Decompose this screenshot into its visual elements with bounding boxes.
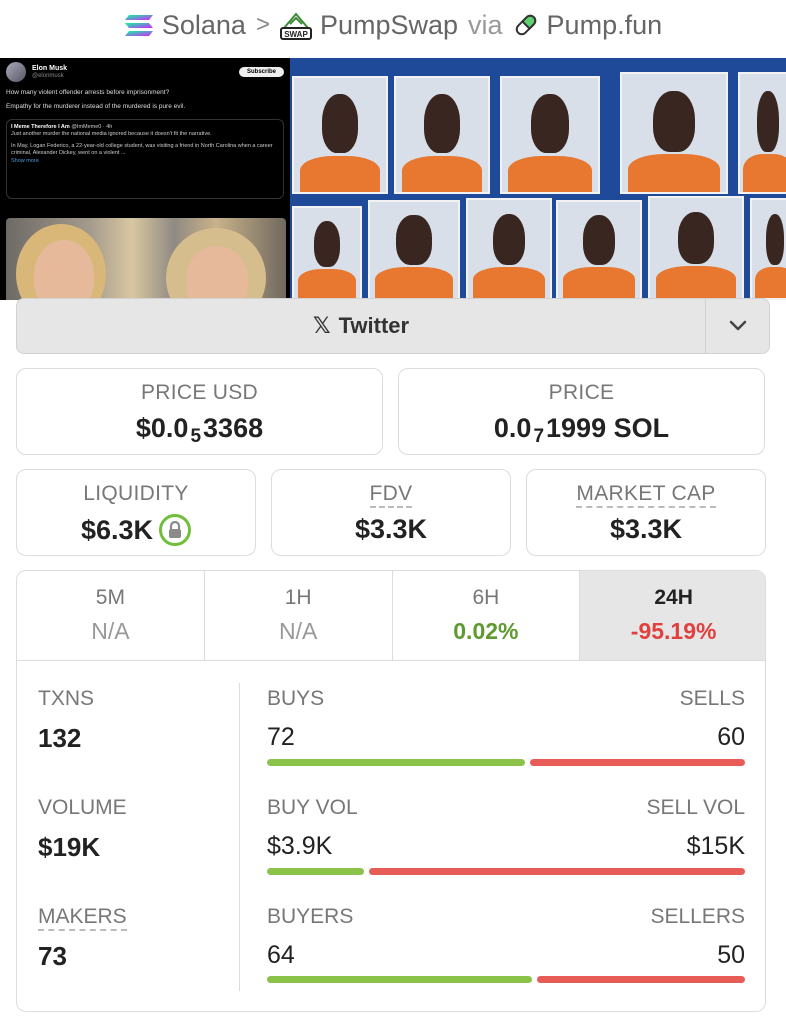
fdv-card: FDV $3.3K xyxy=(271,469,511,556)
breadcrumb: Solana > SWAP PumpSwap via Pump.fun xyxy=(0,0,786,50)
quoted-tweet: I Meme Therefore I Am @ImMeme0 · 4h Just… xyxy=(6,118,284,199)
price-usd-zero-count: 5 xyxy=(190,425,202,447)
price-sol-zero-count: 7 xyxy=(533,425,545,447)
sells-label: SELLS xyxy=(679,687,745,710)
sells-value: 60 xyxy=(717,723,745,751)
avatar xyxy=(6,62,26,82)
tab-change: 0.02% xyxy=(453,618,519,644)
tab-1h[interactable]: 1H N/A xyxy=(205,571,393,660)
twitter-label: Twitter xyxy=(338,313,410,338)
buyers-label: BUYERS xyxy=(267,905,354,928)
price-usd-label: PRICE USD xyxy=(140,381,259,404)
photo-two-women xyxy=(6,218,286,300)
buy-vol-value: $3.9K xyxy=(267,832,333,860)
liquidity-value: $6.3K xyxy=(80,514,154,545)
tweet-author: Elon Musk xyxy=(32,65,68,73)
sell-vol-bar xyxy=(369,868,745,875)
price-sol-prefix: 0.0 xyxy=(493,413,532,443)
subscribe-badge: Subscribe xyxy=(238,67,284,77)
buy-vol-bar xyxy=(267,868,364,875)
sellers-bar xyxy=(537,976,745,983)
tab-change: -95.19% xyxy=(630,618,717,644)
expand-links-button[interactable] xyxy=(705,299,769,353)
market-cap-value: $3.3K xyxy=(609,514,683,544)
liquidity-card: LIQUIDITY $6.3K xyxy=(16,469,256,556)
market-cap-label[interactable]: MARKET CAP xyxy=(576,482,716,508)
quote-author: I Meme Therefore I Am xyxy=(11,123,70,130)
social-links-bar: 𝕏 Twitter xyxy=(16,298,770,354)
tab-label: 5M xyxy=(95,586,125,609)
crumb-launchpad[interactable]: Pump.fun xyxy=(513,9,663,41)
makers-value: 73 xyxy=(38,941,67,971)
breadcrumb-separator: > xyxy=(255,11,270,38)
price-sol-value: 0.0 7 1999 SOL xyxy=(399,413,764,447)
txns-label: TXNS xyxy=(38,687,95,710)
price-sol-label: PRICE xyxy=(548,381,615,404)
buys-value: 72 xyxy=(267,723,295,751)
sells-bar xyxy=(530,759,745,766)
tab-label: 6H xyxy=(472,586,500,609)
sell-vol-value: $15K xyxy=(686,832,745,860)
launchpad-name: Pump.fun xyxy=(546,9,663,40)
volume-value: $19K xyxy=(38,832,101,862)
pumpswap-logo-icon: SWAP xyxy=(279,12,312,40)
price-sol-digits: 1999 SOL xyxy=(546,413,670,443)
tweet-line-1: How many violent offender arrests before… xyxy=(6,89,170,96)
liquidity-value-row: $6.3K xyxy=(17,514,255,546)
svg-text:SWAP: SWAP xyxy=(284,30,308,39)
price-usd-digits: 3368 xyxy=(203,413,264,443)
tweet-handle: @elonmusk xyxy=(32,72,64,79)
price-usd-value: $0.0 5 3368 xyxy=(17,413,382,447)
sell-vol-label: SELL VOL xyxy=(646,796,745,819)
tweet-header: Elon Musk @elonmusk Subscribe xyxy=(0,58,290,86)
buyers-bar xyxy=(267,976,532,983)
buy-vol-label: BUY VOL xyxy=(267,796,358,819)
fdv-value: $3.3K xyxy=(354,514,428,544)
solana-logo-icon xyxy=(124,15,153,36)
tab-label: 1H xyxy=(284,586,312,609)
tab-5m[interactable]: 5M N/A xyxy=(17,571,205,660)
via-text: via xyxy=(468,9,503,40)
timeframe-tabs: 5M N/A 1H N/A 6H 0.02% 24H -95.19% xyxy=(17,571,765,661)
mugshots-collage xyxy=(290,58,786,300)
tweet-screenshot: Elon Musk @elonmusk Subscribe How many v… xyxy=(0,58,290,300)
buys-label: BUYS xyxy=(267,687,325,710)
x-logo-icon: 𝕏 xyxy=(312,313,331,338)
quote-text-1: Just another murder the national media i… xyxy=(11,131,212,138)
price-sol-card: PRICE 0.0 7 1999 SOL xyxy=(398,368,765,455)
twitter-link-button[interactable]: 𝕏 Twitter xyxy=(17,299,705,353)
price-usd-card: PRICE USD $0.0 5 3368 xyxy=(16,368,383,455)
price-usd-prefix: $0.0 xyxy=(135,413,189,443)
liquidity-lock-icon[interactable] xyxy=(159,514,192,546)
market-cap-card: MARKET CAP $3.3K xyxy=(526,469,766,556)
pill-logo-icon xyxy=(515,14,536,36)
tab-change: N/A xyxy=(278,618,318,644)
liquidity-label: LIQUIDITY xyxy=(83,482,189,505)
sellers-value: 50 xyxy=(717,941,745,969)
chevron-down-icon xyxy=(729,320,746,331)
volume-label: VOLUME xyxy=(38,796,127,819)
tweet-line-2: Empathy for the murderer instead of the … xyxy=(6,103,186,111)
crumb-chain[interactable]: Solana xyxy=(124,10,246,41)
quote-handle: @ImMeme0 · 4h xyxy=(71,123,113,130)
fdv-label[interactable]: FDV xyxy=(369,482,413,508)
makers-label-wrap[interactable]: MAKERS xyxy=(38,905,127,931)
chain-name: Solana xyxy=(161,9,246,40)
quote-text-2: In May, Logan Federico, a 22-year-old co… xyxy=(11,142,273,157)
makers-label: MAKERS xyxy=(38,905,127,931)
buyers-value: 64 xyxy=(267,941,295,969)
tab-change: N/A xyxy=(91,618,130,644)
txns-value: 132 xyxy=(38,723,82,753)
tab-24h[interactable]: 24H -95.19% xyxy=(580,571,765,660)
tab-6h[interactable]: 6H 0.02% xyxy=(393,571,581,660)
buys-bar xyxy=(267,759,525,766)
tab-label: 24H xyxy=(654,586,693,609)
sellers-label: SELLERS xyxy=(650,905,745,928)
show-more: Show more xyxy=(11,157,39,164)
column-divider xyxy=(239,683,240,991)
dex-name: PumpSwap xyxy=(319,9,459,40)
token-banner-image: Elon Musk @elonmusk Subscribe How many v… xyxy=(0,58,786,300)
trading-stats-panel: 5M N/A 1H N/A 6H 0.02% 24H -95.19% TXNS … xyxy=(16,570,766,1012)
crumb-dex[interactable]: SWAP PumpSwap xyxy=(279,9,459,41)
